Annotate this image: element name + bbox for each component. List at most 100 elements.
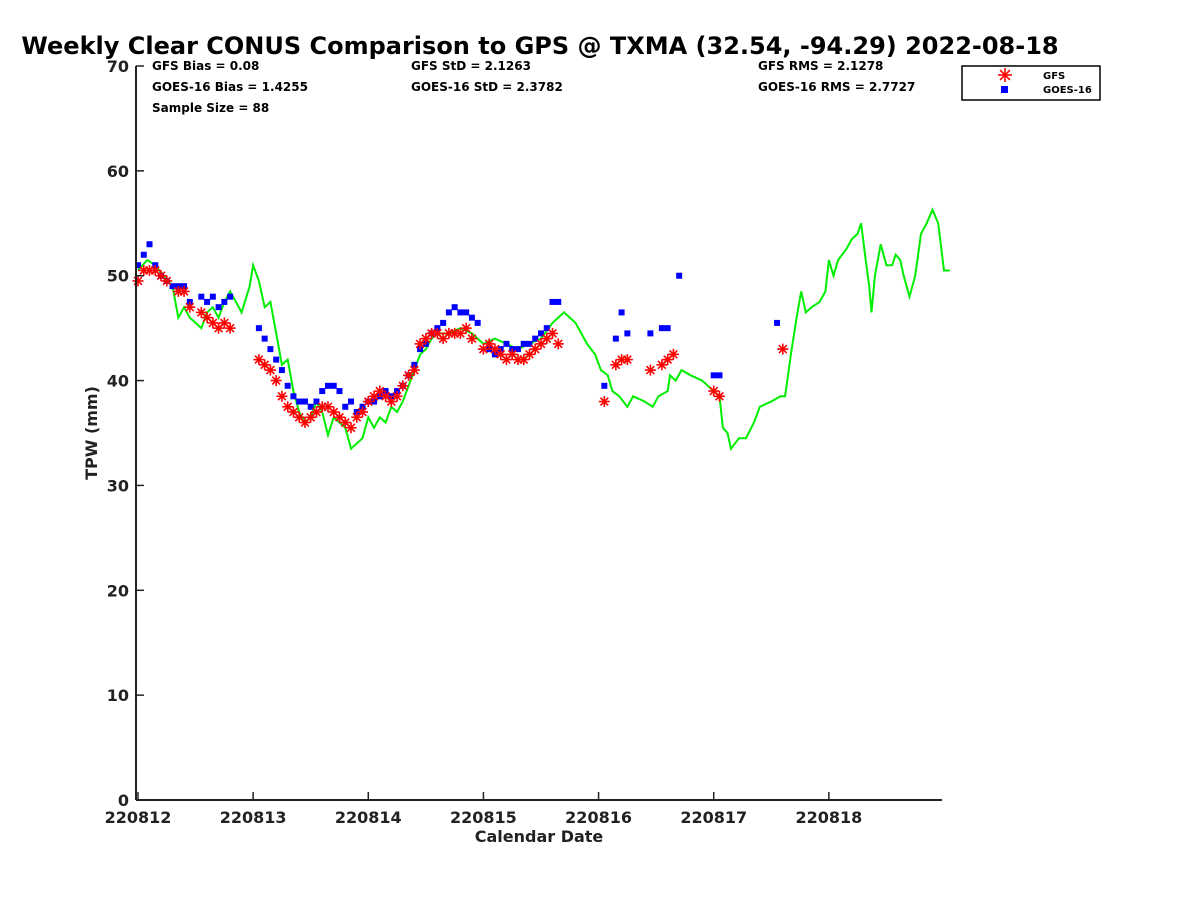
x-tick-label: 220812 (105, 808, 172, 827)
gfs-point (132, 275, 144, 287)
gfs-point (334, 411, 345, 423)
goes16-point (543, 325, 550, 332)
gfs-point (161, 275, 173, 287)
y-tick-label: 20 (107, 581, 129, 600)
goes16-point (307, 403, 314, 410)
y-tick-label: 70 (107, 57, 129, 76)
goes16-point (463, 309, 470, 316)
gfs-point (264, 364, 276, 376)
gfs-point (529, 343, 541, 355)
goes16-point (198, 293, 205, 300)
x-tick-label: 220815 (450, 808, 517, 827)
goes16-point (774, 319, 781, 326)
gfs-point (224, 322, 236, 334)
gfs-point (777, 343, 789, 355)
goes16-point (618, 309, 625, 316)
goes16-point (601, 382, 608, 389)
stat-goes-rms: GOES-16 RMS = 2.7727 (758, 80, 915, 94)
goes16-point (451, 304, 458, 311)
series-gps-line (137, 207, 950, 452)
goes16-point (135, 262, 141, 269)
legend-goes16-marker (1001, 86, 1008, 93)
gfs-point (408, 364, 420, 376)
gfs-point (322, 401, 334, 413)
gfs-point (368, 390, 380, 402)
goes16-point (296, 398, 303, 405)
gfs-point (460, 322, 472, 334)
goes16-point (514, 346, 521, 353)
y-axis-label: TPW (mm) (82, 386, 101, 480)
gfs-point (195, 306, 207, 318)
goes16-point (169, 283, 176, 290)
goes16-point (624, 330, 631, 337)
stat-gfs-bias: GFS Bias = 0.08 (152, 59, 259, 73)
goes16-point (215, 304, 222, 311)
x-tick-label: 220816 (565, 808, 632, 827)
gfs-point (621, 354, 633, 366)
goes16-point (710, 372, 717, 379)
goes16-point (612, 335, 619, 342)
gfs-point (644, 364, 656, 376)
goes16-point (348, 398, 355, 405)
goes16-point (267, 346, 274, 353)
goes16-point (227, 293, 234, 300)
goes16-point (526, 340, 533, 347)
gfs-point (328, 406, 340, 418)
goes16-point (278, 367, 285, 374)
gfs-point (345, 422, 357, 434)
goes16-point (273, 356, 280, 363)
gfs-point (541, 333, 553, 345)
goes16-point (520, 340, 527, 347)
legend: GFS GOES-16 (961, 65, 1101, 101)
goes16-point (647, 330, 654, 337)
goes16-point (440, 319, 447, 326)
goes16-point (658, 325, 665, 332)
gfs-point (713, 390, 725, 402)
stat-gfs-std: GFS StD = 2.1263 (411, 59, 531, 73)
goes16-point (474, 319, 481, 326)
gfs-point (708, 385, 720, 397)
gfs-point (552, 338, 564, 350)
goes16-point (221, 298, 228, 305)
y-tick-label: 50 (107, 267, 129, 286)
goes16-point (716, 372, 723, 379)
gfs-point (547, 327, 559, 339)
gfs-point (184, 301, 196, 313)
stat-goes-bias: GOES-16 Bias = 1.4255 (152, 80, 308, 94)
y-tick-label: 0 (118, 791, 129, 810)
gfs-point (178, 285, 190, 297)
x-tick-label: 220814 (335, 808, 402, 827)
goes16-point (503, 340, 510, 347)
legend-box (961, 65, 1101, 101)
goes16-point (290, 393, 297, 400)
y-tick-label: 10 (107, 686, 129, 705)
gfs-point (397, 380, 409, 392)
goes16-point (146, 241, 153, 248)
gfs-point (357, 406, 369, 418)
goes16-point (538, 330, 544, 337)
goes16-point (457, 309, 464, 316)
stat-sample-size: Sample Size = 88 (152, 101, 269, 115)
gfs-point (667, 348, 679, 360)
chart-title: Weekly Clear CONUS Comparison to GPS @ T… (21, 32, 1058, 60)
gfs-point (270, 375, 282, 387)
legend-gfs-asterisk (998, 68, 1012, 82)
goes16-point (261, 335, 268, 342)
gfs-point (598, 396, 610, 408)
goes16-point (468, 314, 475, 321)
gfs-point (466, 333, 478, 345)
gfs-point (276, 390, 288, 402)
goes16-point (445, 309, 452, 316)
legend-gfs-marker (998, 68, 1012, 82)
goes16-point (204, 298, 211, 305)
gfs-point (253, 354, 265, 366)
y-tick-label: 40 (107, 372, 129, 391)
goes16-point (336, 388, 343, 395)
y-tick-label: 30 (107, 476, 129, 495)
legend-goes16-label: GOES-16 (1043, 85, 1092, 96)
y-tick-label: 60 (107, 162, 129, 181)
stat-gfs-rms: GFS RMS = 2.1278 (758, 59, 883, 73)
goes16-point (664, 325, 671, 332)
gfs-point (310, 406, 322, 418)
